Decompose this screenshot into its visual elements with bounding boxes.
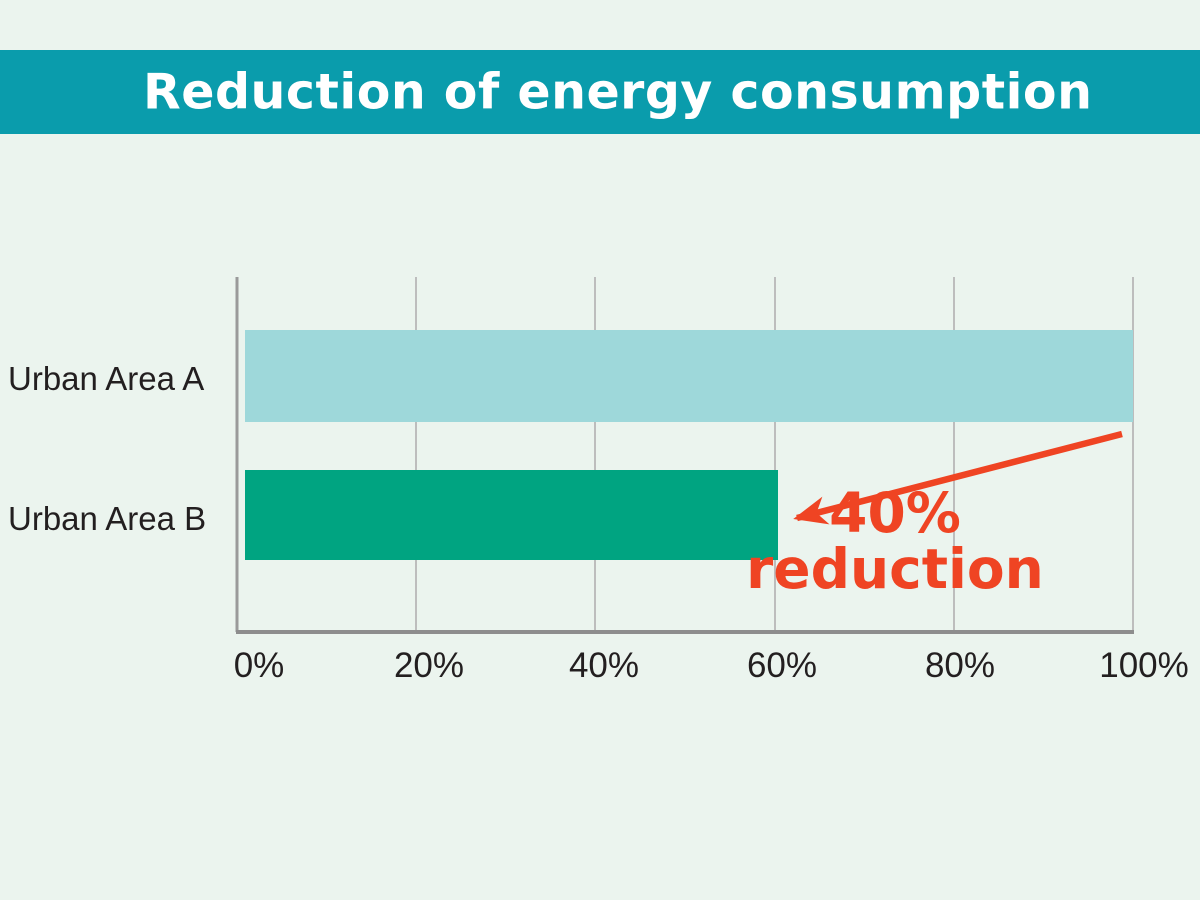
- annotation-arrow: [793, 430, 1123, 525]
- x-tick-label-0: 0%: [233, 646, 285, 685]
- title-banner: Reduction of energy consumption: [0, 50, 1200, 134]
- x-tick-label-5: 100%: [1099, 646, 1189, 685]
- x-tick-label-2: 40%: [568, 646, 640, 685]
- x-tick-label-4: 80%: [924, 646, 996, 685]
- x-tick-label-3: 60%: [746, 646, 818, 685]
- bar-urban-area-b: [245, 470, 778, 560]
- reduction-annotation: 40% reduction: [645, 485, 1145, 597]
- bar-chart: Urban Area A Urban Area B 0% 20% 40% 60%…: [0, 133, 1200, 900]
- x-tick-label-1: 20%: [393, 646, 465, 685]
- bar-urban-area-a: [245, 330, 1133, 422]
- chart-plot-svg: [235, 277, 1134, 634]
- page-title: Reduction of energy consumption: [143, 63, 1093, 121]
- annotation-caption: reduction: [746, 537, 1044, 602]
- annotation-value: 40%: [829, 481, 961, 545]
